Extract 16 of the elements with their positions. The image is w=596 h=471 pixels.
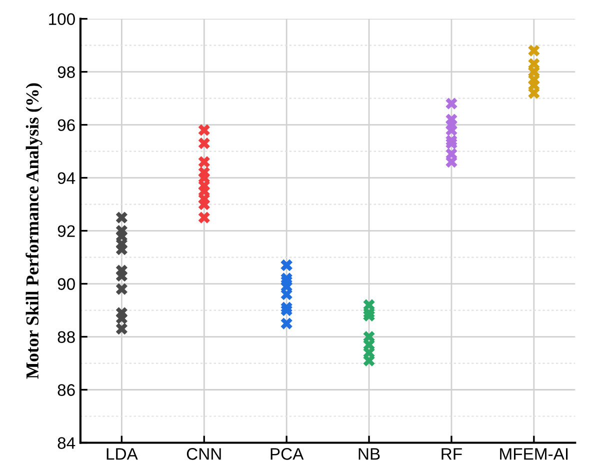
- x-tick-label: CNN: [186, 448, 221, 460]
- y-tick-label: 100: [49, 13, 75, 26]
- y-tick-label: 96: [58, 119, 75, 132]
- x-tick-label: PCA: [270, 448, 304, 460]
- y-tick-label: 98: [58, 66, 75, 78]
- y-tick-label: 88: [58, 331, 75, 343]
- x-tick-label: MFEM-AI: [500, 448, 568, 460]
- y-tick-label: 86: [58, 384, 75, 396]
- x-tick-label: LDA: [106, 448, 138, 460]
- y-tick-label: 94: [58, 172, 76, 184]
- x-tick-label: RF: [442, 448, 462, 460]
- y-tick-label: 90: [58, 278, 75, 290]
- y-tick-label: 84: [58, 437, 76, 449]
- y-axis-title: Motor Skill Performance Analysis (%): [26, 83, 42, 379]
- y-tick-label: 92: [58, 225, 75, 237]
- x-tick-label: NB: [358, 448, 380, 460]
